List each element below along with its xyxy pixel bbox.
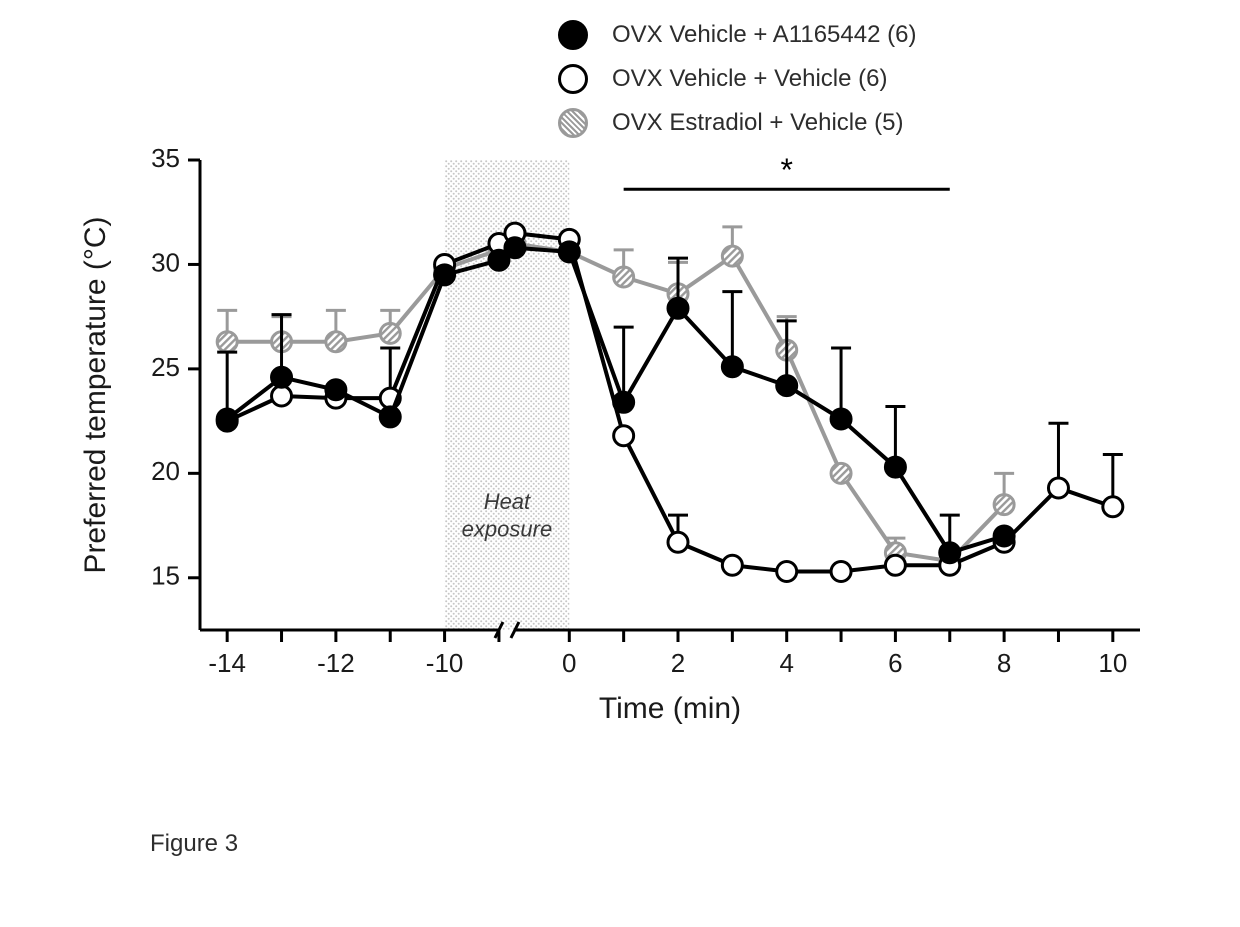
x-tick-label: 8	[997, 648, 1011, 678]
chart: Heatexposure 15 20 25 30 35 -14 -12 -10 0 2 4 6 8 10 Ti…	[0, 0, 1240, 760]
y-tick-label: 25	[151, 352, 180, 382]
x-tick-label: 4	[779, 648, 793, 678]
x-tick-label: -14	[208, 648, 246, 678]
figure-container: OVX Vehicle + A1165442 (6) OVX Vehicle +…	[0, 0, 1240, 927]
x-tick-label: 0	[562, 648, 576, 678]
series-vehicle_vehicle	[217, 223, 1123, 581]
series-a1165442	[217, 238, 1014, 563]
heat-band-label: Heat	[484, 489, 531, 514]
x-tick-label: 6	[888, 648, 902, 678]
x-axis-label: Time (min)	[599, 692, 741, 725]
significance-star: *	[780, 152, 792, 188]
x-tick-label: -12	[317, 648, 355, 678]
x-tick-label: 2	[671, 648, 685, 678]
y-tick-label: 30	[151, 247, 180, 277]
x-tick-label: -10	[426, 648, 464, 678]
heat-band-label: exposure	[462, 516, 553, 541]
y-tick-label: 15	[151, 561, 180, 591]
y-axis-label: Preferred temperature (°C)	[79, 216, 112, 573]
figure-caption: Figure 3	[150, 830, 238, 858]
x-tick-label: 10	[1098, 648, 1127, 678]
y-tick-label: 35	[151, 143, 180, 173]
y-tick-label: 20	[151, 456, 180, 486]
